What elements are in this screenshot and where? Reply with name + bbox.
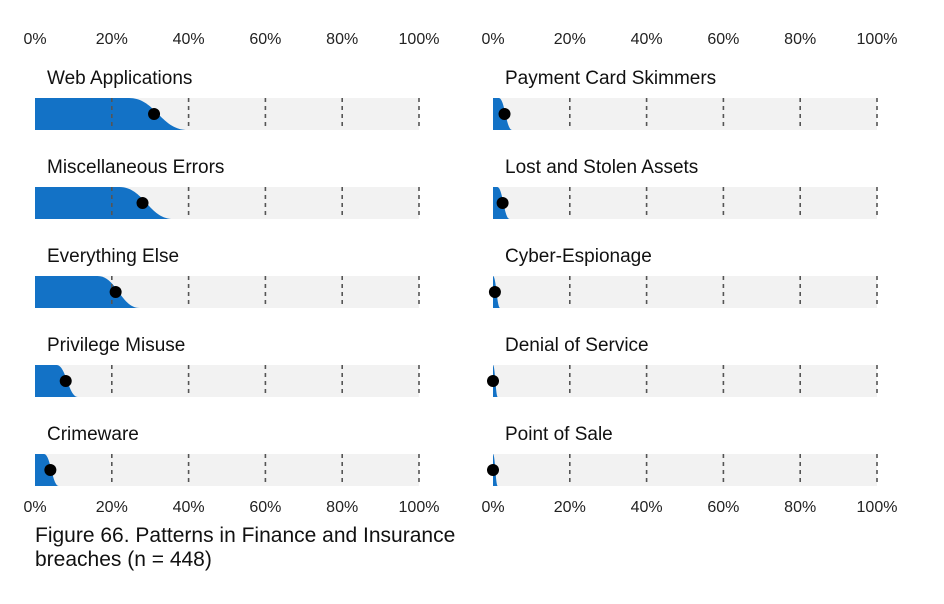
caption-line-1: Figure 66. Patterns in Finance and Insur… xyxy=(35,524,456,547)
bar-fill-1-2 xyxy=(35,187,174,219)
x-tick-bottom-1-3: 60% xyxy=(249,499,281,516)
x-tick-top-2-2: 40% xyxy=(631,31,663,48)
category-label-1-3: Everything Else xyxy=(47,246,179,267)
x-tick-top-1-4: 80% xyxy=(326,31,358,48)
bar-track-2-4 xyxy=(493,365,877,397)
x-tick-bottom-2-4: 80% xyxy=(784,499,816,516)
value-point-1-3 xyxy=(109,286,122,298)
x-tick-top-1-1: 20% xyxy=(96,31,128,48)
value-point-2-3 xyxy=(488,286,501,298)
category-label-2-3: Cyber-Espionage xyxy=(505,246,652,267)
category-label-2-2: Lost and Stolen Assets xyxy=(505,157,698,178)
x-tick-top-1-2: 40% xyxy=(173,31,205,48)
category-label-2-5: Point of Sale xyxy=(505,424,613,445)
value-point-2-4 xyxy=(487,375,499,387)
x-tick-bottom-1-1: 20% xyxy=(96,499,128,516)
bar-track-2-2 xyxy=(493,187,877,219)
value-point-1-2 xyxy=(136,197,149,209)
x-tick-top-1-0: 0% xyxy=(23,31,46,48)
x-tick-top-2-4: 80% xyxy=(784,31,816,48)
bar-track-2-1 xyxy=(493,98,877,130)
value-point-1-5 xyxy=(44,464,57,476)
value-point-1-1 xyxy=(148,108,161,120)
bar-track-1-4 xyxy=(35,365,419,397)
category-label-1-1: Web Applications xyxy=(47,68,192,89)
figure-caption: Figure 66. Patterns in Finance and Insur… xyxy=(35,524,475,572)
caption-line-2: breaches (n = 448) xyxy=(35,548,212,571)
bar-track-2-3 xyxy=(493,276,877,308)
bar-fill-1-4 xyxy=(35,365,78,397)
bar-track-1-5 xyxy=(35,454,419,486)
x-tick-top-1-5: 100% xyxy=(399,31,440,48)
x-tick-top-1-3: 60% xyxy=(249,31,281,48)
x-tick-top-2-0: 0% xyxy=(481,31,504,48)
x-tick-bottom-2-1: 20% xyxy=(554,499,586,516)
x-tick-bottom-1-5: 100% xyxy=(399,499,440,516)
x-tick-bottom-1-0: 0% xyxy=(23,499,46,516)
x-tick-bottom-2-0: 0% xyxy=(481,499,504,516)
x-tick-bottom-2-3: 60% xyxy=(707,499,739,516)
value-point-1-4 xyxy=(59,375,72,387)
value-point-2-2 xyxy=(496,197,509,209)
bar-track-2-5 xyxy=(493,454,877,486)
value-point-2-1 xyxy=(498,108,511,120)
category-label-1-5: Crimeware xyxy=(47,424,139,445)
x-tick-bottom-2-2: 40% xyxy=(631,499,663,516)
x-tick-bottom-1-4: 80% xyxy=(326,499,358,516)
value-point-2-5 xyxy=(487,464,499,476)
bar-fill-1-3 xyxy=(35,276,140,308)
x-tick-top-2-5: 100% xyxy=(857,31,898,48)
category-label-2-4: Denial of Service xyxy=(505,335,649,356)
category-label-1-2: Miscellaneous Errors xyxy=(47,157,224,178)
x-tick-top-2-1: 20% xyxy=(554,31,586,48)
x-tick-bottom-2-5: 100% xyxy=(857,499,898,516)
category-label-1-4: Privilege Misuse xyxy=(47,335,185,356)
x-tick-top-2-3: 60% xyxy=(707,31,739,48)
category-label-2-1: Payment Card Skimmers xyxy=(505,68,716,89)
x-tick-bottom-1-2: 40% xyxy=(173,499,205,516)
